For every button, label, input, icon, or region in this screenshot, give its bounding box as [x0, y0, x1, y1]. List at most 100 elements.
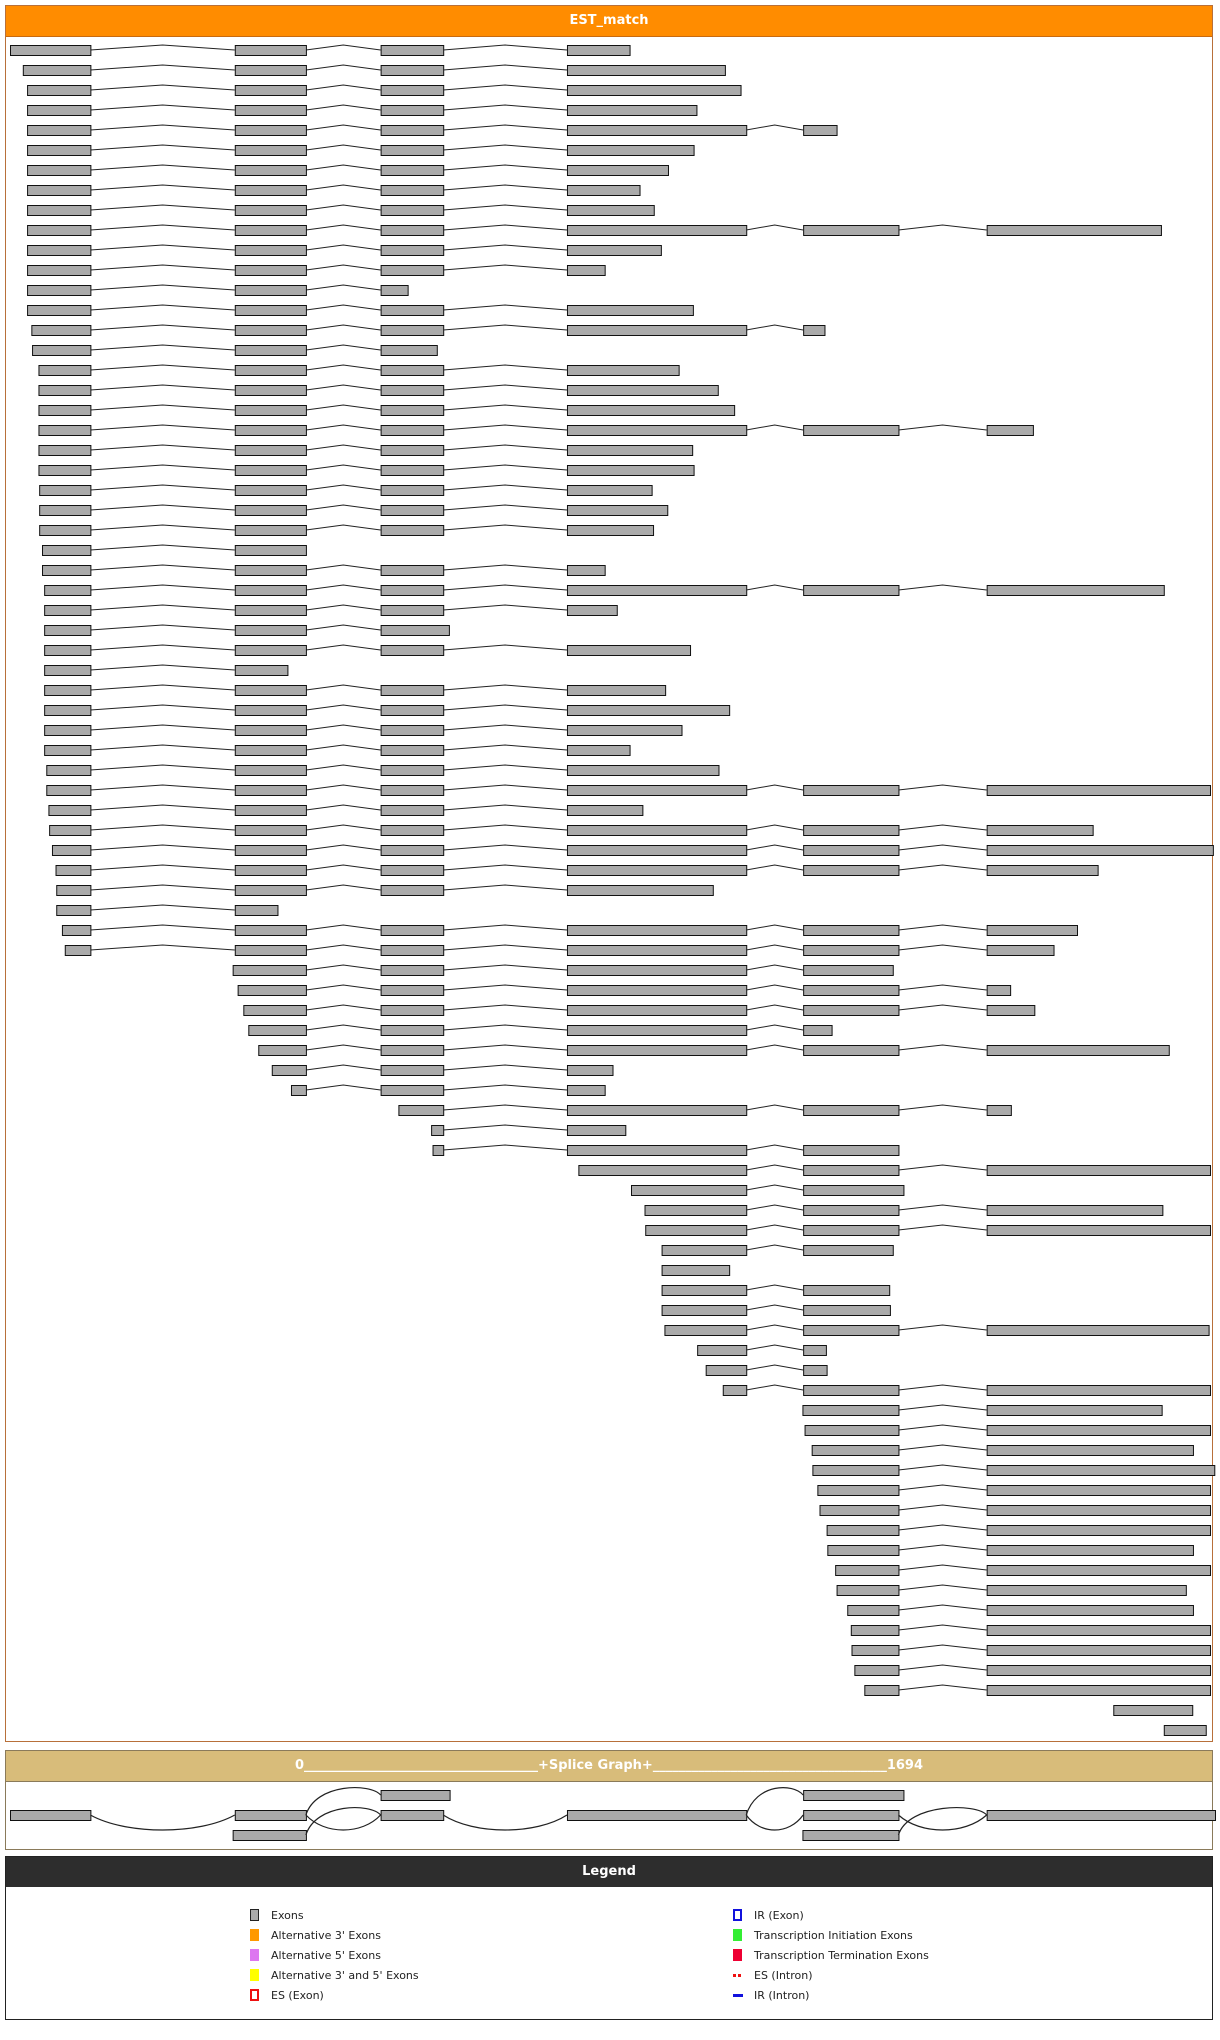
- legend-item: Alternative 3' and 5' Exons: [250, 1965, 419, 1985]
- exon-block: [234, 665, 289, 676]
- intron-line: [90, 284, 235, 291]
- exon-block: [290, 1085, 307, 1096]
- intron-line: [443, 224, 568, 231]
- intron-line: [898, 1324, 987, 1331]
- exon-block: [380, 985, 445, 996]
- exon-block: [986, 985, 1012, 996]
- intron-line: [898, 984, 987, 991]
- exon-block: [56, 905, 92, 916]
- exon-block: [44, 685, 92, 696]
- exon-block: [234, 945, 307, 956]
- intron-line: [746, 1364, 804, 1371]
- est-row: [56, 884, 714, 896]
- exon-block: [803, 825, 900, 836]
- intron-line: [746, 1204, 804, 1211]
- exon-block: [566, 465, 695, 476]
- exon-block: [566, 445, 694, 456]
- exon-block: [986, 1445, 1194, 1456]
- exon-block: [986, 1485, 1212, 1496]
- est-row: [38, 444, 694, 456]
- exon-block: [380, 45, 445, 56]
- exon-block: [380, 965, 445, 976]
- est-row: [38, 424, 1034, 436]
- exon-block: [645, 1225, 748, 1236]
- exon-block: [803, 225, 900, 236]
- exon-block: [566, 165, 669, 176]
- est-row: [271, 1064, 614, 1076]
- intron-line: [305, 804, 381, 811]
- intron-line: [443, 884, 568, 891]
- exon-block: [566, 745, 631, 756]
- intron-line: [443, 644, 568, 651]
- intron-line: [305, 584, 381, 591]
- est-row: [42, 544, 307, 556]
- est-row: [44, 624, 450, 636]
- exon-block: [566, 185, 641, 196]
- exon-block: [566, 245, 662, 256]
- intron-line: [90, 724, 235, 731]
- intron-line: [305, 384, 381, 391]
- exon-block: [854, 1665, 900, 1676]
- exon-block: [986, 1325, 1210, 1336]
- exon-block: [986, 1685, 1212, 1696]
- intron-line: [746, 1244, 804, 1251]
- exon-block: [566, 265, 606, 276]
- exon-block: [664, 1325, 748, 1336]
- intron-line: [90, 44, 235, 51]
- exon-block: [234, 165, 307, 176]
- exon-block: [234, 925, 307, 936]
- intron-line: [898, 1204, 987, 1211]
- est-row: [630, 1184, 905, 1196]
- est-row: [851, 1644, 1212, 1656]
- intron-line: [746, 924, 804, 931]
- exon-block: [27, 125, 92, 136]
- exon-block: [566, 965, 748, 976]
- intron-line: [746, 1184, 804, 1191]
- legend-item: ES (Exon): [250, 1985, 419, 2005]
- exon-block: [380, 405, 445, 416]
- exon-block: [44, 605, 92, 616]
- exon-block: [566, 105, 698, 116]
- est-match-header: EST_match: [6, 6, 1212, 37]
- intron-line: [746, 1004, 804, 1011]
- intron-line: [90, 704, 235, 711]
- exon-block: [380, 805, 445, 816]
- intron-line: [898, 1624, 987, 1631]
- exon-block: [986, 1465, 1216, 1476]
- exon-block: [1113, 1705, 1194, 1716]
- intron-line: [746, 124, 804, 131]
- est-row: [804, 1424, 1212, 1436]
- intron-line: [443, 704, 568, 711]
- exon-block: [705, 1365, 748, 1376]
- intron-line: [443, 144, 568, 151]
- exon-block: [27, 285, 92, 296]
- intron-line: [898, 224, 987, 231]
- intron-line: [305, 764, 381, 771]
- exon-block: [803, 1185, 905, 1196]
- exon-block: [380, 625, 450, 636]
- exon-block: [986, 1385, 1212, 1396]
- exon-block: [803, 425, 900, 436]
- intron-line: [90, 404, 235, 411]
- est-row: [39, 484, 653, 496]
- exon-block: [986, 1425, 1212, 1436]
- legend-item: Exons: [250, 1905, 419, 1925]
- exon-block: [380, 325, 445, 336]
- exon-block: [566, 565, 606, 576]
- legend-item: IR (Exon): [733, 1905, 929, 1925]
- exon-block: [234, 205, 307, 216]
- exon-block: [986, 1645, 1212, 1656]
- exon-block: [234, 825, 307, 836]
- exon-block: [38, 425, 92, 436]
- exon-block: [27, 85, 92, 96]
- splice-graph-edge: [90, 1814, 236, 1831]
- exon-block: [380, 525, 445, 536]
- splice-graph-exon: [380, 1810, 445, 1821]
- exon-block: [234, 605, 307, 616]
- exon-block: [566, 145, 695, 156]
- intron-line: [90, 124, 235, 131]
- intron-line: [443, 64, 568, 71]
- intron-line: [305, 1044, 381, 1051]
- exon-block: [566, 945, 748, 956]
- exon-block: [380, 1085, 445, 1096]
